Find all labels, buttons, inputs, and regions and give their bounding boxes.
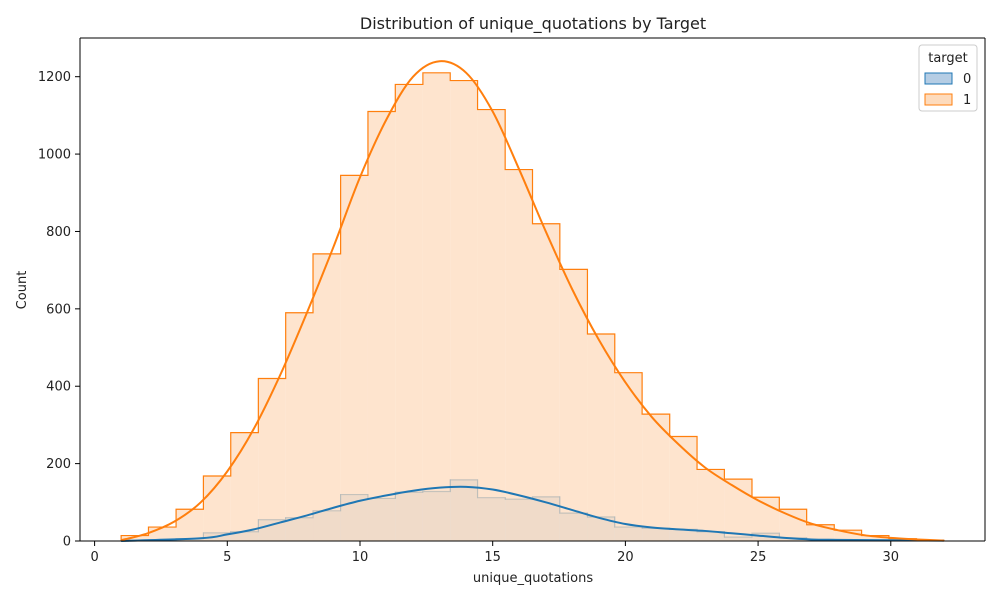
histogram-bar <box>395 84 423 541</box>
histogram-bar <box>368 112 395 541</box>
x-tick-label: 5 <box>223 550 231 565</box>
x-tick-label: 25 <box>750 550 767 565</box>
histogram-bar <box>478 110 506 541</box>
histogram-bar <box>450 81 477 541</box>
y-tick-label: 0 <box>63 535 71 550</box>
legend-label-1: 1 <box>963 93 971 108</box>
y-tick-label: 1000 <box>38 148 71 163</box>
histogram-bar <box>313 254 341 541</box>
y-tick-label: 1200 <box>38 70 71 85</box>
x-axis-label: unique_quotations <box>473 571 593 586</box>
legend: target 0 1 <box>919 45 977 111</box>
histogram-bar <box>231 433 259 541</box>
histogram-bar <box>505 170 532 541</box>
legend-swatch-1 <box>925 94 952 105</box>
y-axis-label: Count <box>15 271 30 310</box>
histogram-bar <box>176 509 203 541</box>
x-tick-label: 30 <box>883 550 900 565</box>
histogram-bar <box>258 378 285 541</box>
histogram-bar <box>587 334 614 541</box>
histogram-bar <box>533 224 560 541</box>
histogram-bar <box>670 437 697 541</box>
legend-title: target <box>928 51 968 66</box>
x-tick-label: 15 <box>484 550 501 565</box>
histogram-bar <box>423 73 450 541</box>
histogram-bar <box>286 313 313 541</box>
histogram-bar <box>615 373 642 541</box>
y-tick-label: 400 <box>46 380 71 395</box>
y-tick-label: 600 <box>46 302 71 317</box>
histogram-bar <box>341 175 368 541</box>
x-tick-label: 10 <box>352 550 369 565</box>
legend-label-0: 0 <box>963 72 971 87</box>
y-tick-label: 200 <box>46 457 71 472</box>
chart-title: Distribution of unique_quotations by Tar… <box>360 14 706 34</box>
x-tick-label: 0 <box>90 550 98 565</box>
series-1-bars <box>121 73 944 541</box>
y-tick-label: 800 <box>46 225 71 240</box>
x-tick-label: 20 <box>617 550 634 565</box>
histogram-bar <box>779 509 806 541</box>
legend-swatch-0 <box>925 73 952 84</box>
